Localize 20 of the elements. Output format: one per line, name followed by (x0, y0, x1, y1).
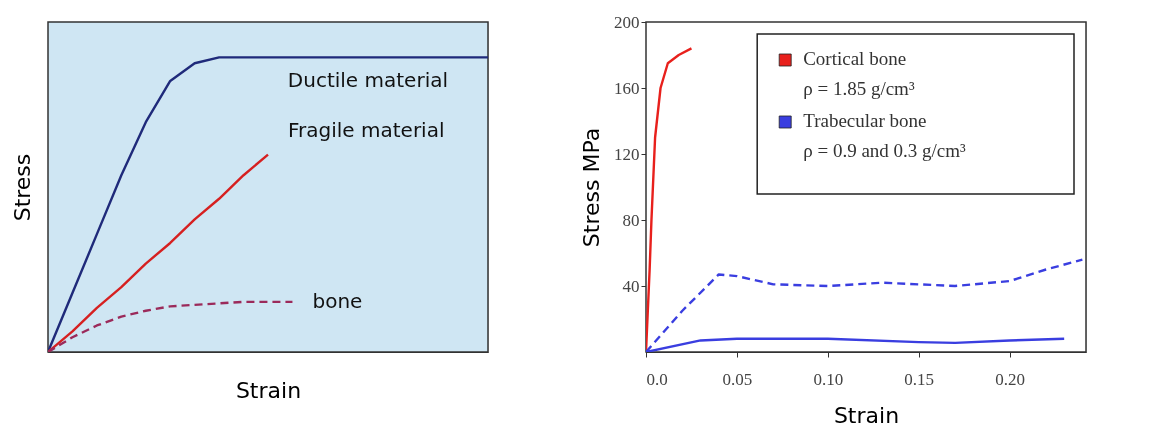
x-tick-label: 0.10 (813, 369, 844, 389)
y-tick-label: 40 (622, 276, 640, 296)
y-tick-label: 160 (614, 78, 640, 98)
y-axis-title: Stress MPa (579, 127, 604, 248)
y-tick-label: 80 (622, 210, 640, 230)
y-axis-title: Stress (9, 153, 35, 222)
x-axis-title: Strain (833, 402, 900, 428)
y-tick-label: 200 (614, 12, 640, 32)
line-series (646, 47, 693, 352)
x-tick-label: 0.05 (722, 369, 753, 389)
series-label: Fragile material (288, 117, 445, 142)
x-tick-label: 0.15 (904, 369, 935, 389)
series-label: Ductile material (287, 68, 448, 93)
x-tick-label: 0.20 (995, 369, 1026, 389)
series-label: bone (312, 288, 363, 313)
y-tick-label: 120 (614, 144, 640, 164)
x-tick-label: 0.0 (646, 369, 668, 389)
x-axis-title: Strain (235, 377, 302, 403)
legend-label: Cortical bone ρ = 1.85 g/cm³ (803, 48, 915, 99)
legend-label: Trabecular bone ρ = 0.9 and 0.3 g/cm³ (803, 110, 967, 161)
